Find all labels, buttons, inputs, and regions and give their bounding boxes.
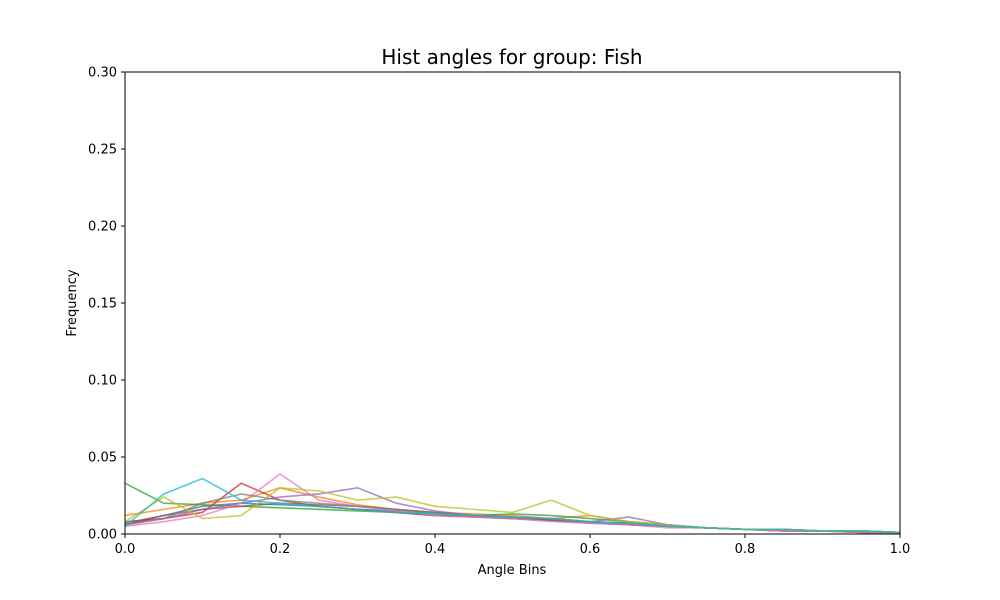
series-line-3 — [124, 482, 901, 534]
x-axis-label: Angle Bins — [478, 563, 547, 578]
y-tick-label: 0.30 — [88, 66, 117, 81]
plot-lines — [124, 472, 901, 534]
x-tick-label: 0.0 — [115, 542, 136, 557]
series-line-10 — [124, 477, 901, 534]
series-line-4 — [124, 482, 900, 534]
series-line-7 — [124, 472, 900, 534]
y-axis: 0.00 0.05 0.10 0.15 0.20 0.25 0.30 — [88, 66, 125, 543]
y-tick-label: 0.00 — [88, 528, 117, 543]
y-axis-label: Frequency — [65, 269, 80, 336]
x-tick-label: 0.4 — [425, 542, 446, 557]
x-axis: 0.0 0.2 0.4 0.6 0.8 1.0 — [115, 534, 911, 557]
chart-title: Hist angles for group: Fish — [381, 45, 642, 69]
y-tick-label: 0.20 — [88, 220, 117, 235]
x-tick-label: 1.0 — [890, 542, 911, 557]
y-tick-label: 0.25 — [88, 143, 117, 158]
x-tick-label: 0.6 — [580, 542, 601, 557]
y-tick-label: 0.10 — [88, 374, 117, 389]
plot-frame — [124, 71, 901, 535]
y-tick-label: 0.15 — [88, 297, 117, 312]
y-tick-label: 0.05 — [88, 451, 117, 466]
x-tick-label: 0.8 — [735, 542, 756, 557]
x-tick-label: 0.2 — [270, 542, 291, 557]
